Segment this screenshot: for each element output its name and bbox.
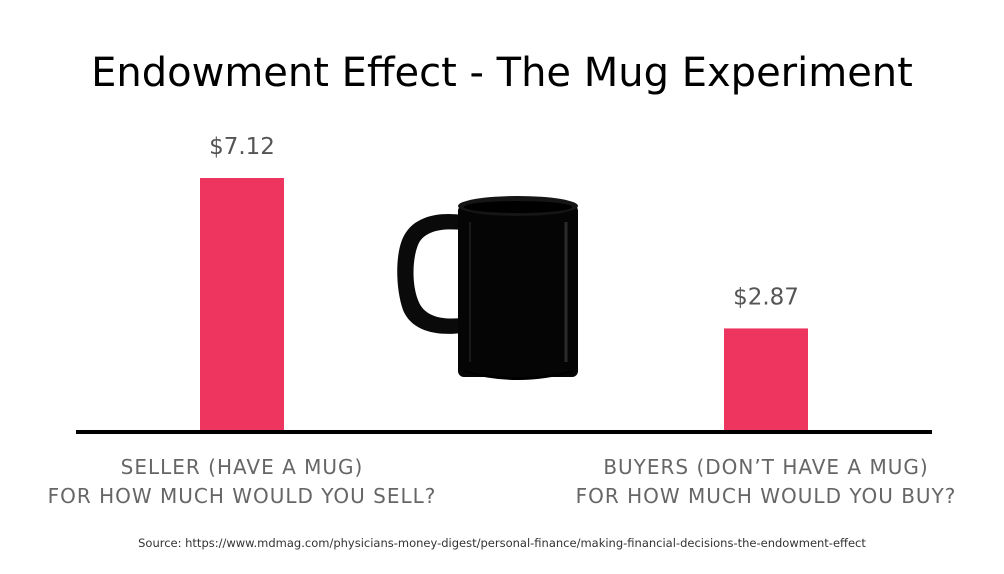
source-citation: Source: https://www.mdmag.com/physicians… xyxy=(138,536,866,550)
category-label-0-line-1: FOR HOW MUCH WOULD YOU SELL? xyxy=(48,484,437,508)
category-label-0-line-0: SELLER (HAVE A MUG) xyxy=(121,455,364,479)
category-label-1: BUYERS (DON’T HAVE A MUG) FOR HOW MUCH W… xyxy=(576,455,957,508)
value-label-1: $2.87 xyxy=(733,284,799,310)
chart-title: Endowment Effect - The Mug Experiment xyxy=(91,50,913,96)
value-label-0: $7.12 xyxy=(209,134,275,160)
bars-group xyxy=(200,178,808,430)
category-label-0: SELLER (HAVE A MUG) FOR HOW MUCH WOULD Y… xyxy=(48,455,437,508)
category-label-1-line-1: FOR HOW MUCH WOULD YOU BUY? xyxy=(576,484,957,508)
category-label-1-line-0: BUYERS (DON’T HAVE A MUG) xyxy=(603,455,928,479)
bar-1 xyxy=(724,328,808,430)
bar-0 xyxy=(200,178,284,430)
mug-icon xyxy=(397,196,578,380)
value-labels-group: $7.12 $2.87 xyxy=(209,134,799,310)
